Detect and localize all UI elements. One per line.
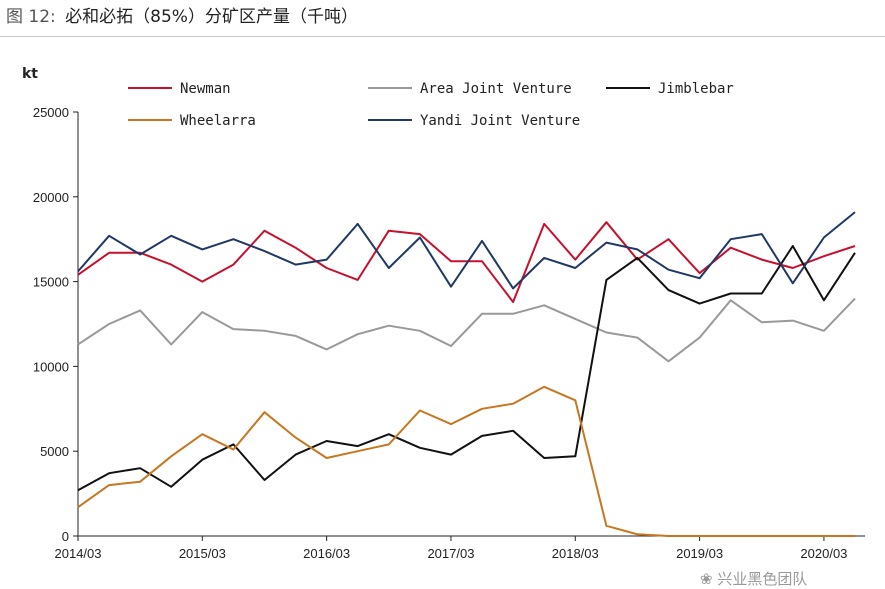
y-tick-label: 20000 <box>33 190 69 205</box>
y-tick-label: 15000 <box>33 275 69 290</box>
y-axis-unit-label: kt <box>22 66 39 82</box>
y-tick-label: 25000 <box>33 105 69 120</box>
series-line-yandi-joint-venture <box>77 211 856 290</box>
x-tick-label: 2014/03 <box>55 546 102 561</box>
series-line-area-joint-venture <box>77 297 856 363</box>
legend-label-yandi-joint-venture: Yandi Joint Venture <box>420 113 580 129</box>
series-line-newman <box>77 221 856 303</box>
figure-label: 图 12: <box>6 7 56 27</box>
caption-divider <box>0 36 885 37</box>
series-line-wheelarra <box>77 385 855 537</box>
legend-label-wheelarra: Wheelarra <box>180 113 256 129</box>
figure-title: 必和必拓（85%）分矿区产量（千吨） <box>65 7 358 27</box>
x-tick-label: 2020/03 <box>800 546 847 561</box>
x-tick-label: 2016/03 <box>303 546 350 561</box>
legend-label-newman: Newman <box>180 81 231 97</box>
x-tick-label: 2019/03 <box>676 546 723 561</box>
y-tick-label: 0 <box>62 529 69 544</box>
x-tick-label: 2018/03 <box>552 546 599 561</box>
figure-caption: 图 12: 必和必拓（85%）分矿区产量（千吨） <box>6 2 358 27</box>
legend-label-area-joint-venture: Area Joint Venture <box>420 81 572 97</box>
x-tick-label: 2015/03 <box>179 546 226 561</box>
y-tick-label: 5000 <box>40 444 69 459</box>
series-line-jimblebar <box>77 245 856 492</box>
y-tick-label: 10000 <box>33 359 69 374</box>
x-tick-label: 2017/03 <box>427 546 474 561</box>
legend-label-jimblebar: Jimblebar <box>658 81 734 97</box>
watermark: ❀ 兴业黑色团队 <box>700 570 808 588</box>
